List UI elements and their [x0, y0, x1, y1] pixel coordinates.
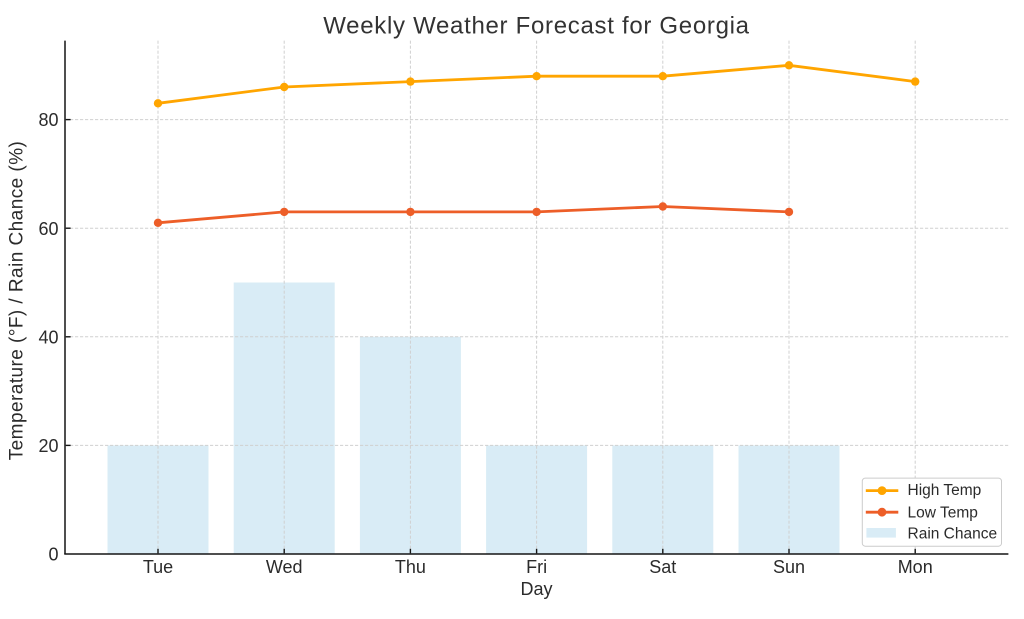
svg-text:Tue: Tue [143, 557, 173, 577]
svg-text:Sun: Sun [773, 557, 805, 577]
svg-text:Weekly Weather Forecast for Ge: Weekly Weather Forecast for Georgia [323, 13, 749, 40]
svg-text:0: 0 [48, 545, 58, 565]
svg-text:Temperature (°F) / Rain Chance: Temperature (°F) / Rain Chance (%) [7, 141, 28, 461]
svg-text:40: 40 [38, 327, 58, 347]
svg-text:Day: Day [520, 579, 552, 599]
svg-text:20: 20 [38, 436, 58, 456]
svg-text:80: 80 [38, 110, 58, 130]
svg-text:Low Temp: Low Temp [908, 504, 978, 521]
svg-text:Rain Chance: Rain Chance [908, 526, 998, 543]
svg-text:Thu: Thu [395, 557, 426, 577]
svg-text:Fri: Fri [526, 557, 547, 577]
svg-text:Sat: Sat [649, 557, 676, 577]
svg-text:Mon: Mon [898, 557, 933, 577]
svg-text:High Temp: High Temp [908, 482, 982, 499]
svg-text:Wed: Wed [266, 557, 303, 577]
svg-text:60: 60 [38, 219, 58, 239]
